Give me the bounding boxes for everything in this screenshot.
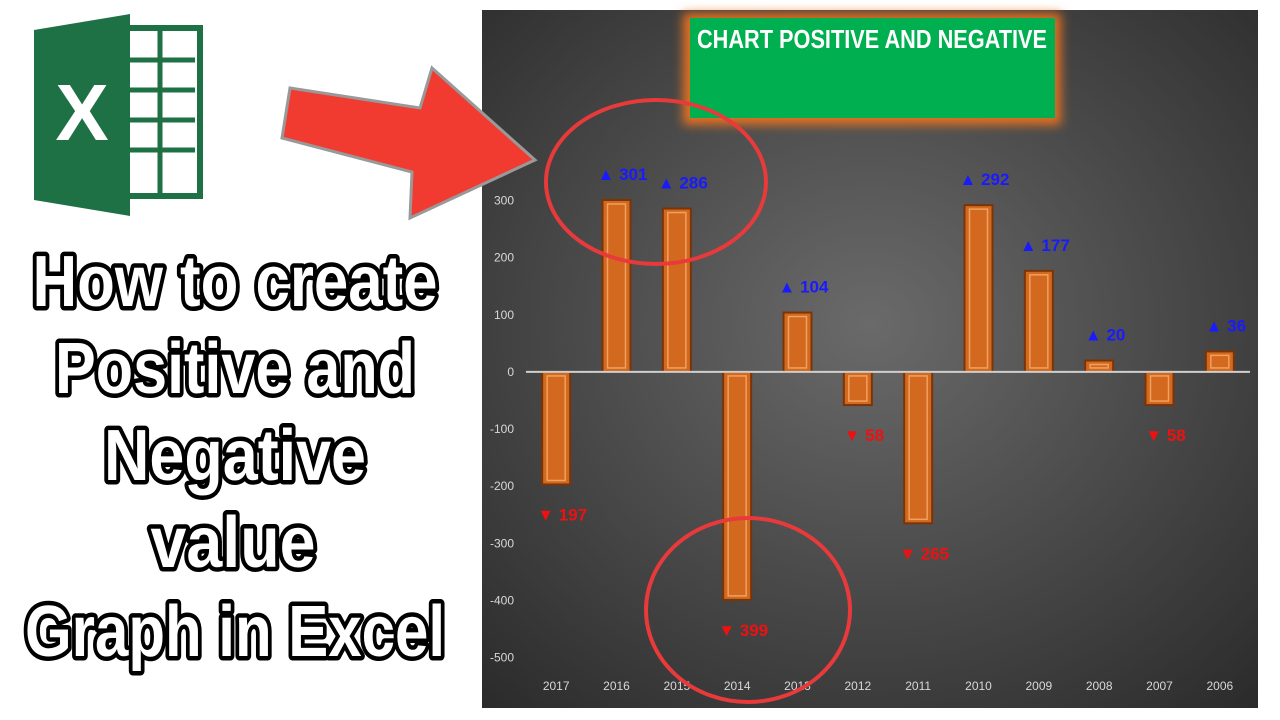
bar xyxy=(722,370,753,601)
x-tick-label: 2017 xyxy=(543,679,570,693)
bar-bevel xyxy=(968,208,989,369)
logo-letter: X xyxy=(55,68,108,157)
y-tick-label: -500 xyxy=(490,651,514,665)
title-box xyxy=(690,18,1055,118)
x-tick-label: 2014 xyxy=(724,679,751,693)
bar xyxy=(541,370,572,486)
y-tick-label: 100 xyxy=(494,308,514,322)
headline-line: Negative xyxy=(104,416,366,496)
bar-bevel xyxy=(606,203,627,369)
bar-bevel xyxy=(1210,354,1230,369)
y-tick-label: 0 xyxy=(507,365,514,379)
headline-line: Positive and xyxy=(55,329,415,409)
headline-line: How to create xyxy=(33,242,438,322)
headline-line: Graph in Excel xyxy=(25,592,445,672)
bar xyxy=(842,370,873,407)
y-tick-label: -400 xyxy=(490,593,514,607)
bar-bevel xyxy=(546,375,566,482)
bar xyxy=(601,198,632,373)
x-tick-label: 2009 xyxy=(1025,679,1052,693)
bar-bevel xyxy=(908,375,928,521)
data-label: ▼ 197 xyxy=(537,505,587,524)
headline-line: value xyxy=(151,503,316,583)
bar-bevel xyxy=(787,315,808,369)
bar-bevel xyxy=(1089,363,1109,369)
x-tick-label: 2013 xyxy=(784,679,811,693)
bar xyxy=(1204,350,1235,373)
data-label: ▲ 20 xyxy=(1085,326,1125,345)
chart-title: CHART POSITIVE AND NEGATIVE xyxy=(697,24,1047,54)
data-label: ▲ 286 xyxy=(658,174,708,193)
y-tick-label: -300 xyxy=(490,536,514,550)
bar xyxy=(1084,359,1115,373)
x-tick-label: 2008 xyxy=(1086,679,1113,693)
bar-bevel xyxy=(1029,274,1049,369)
bar-bevel xyxy=(667,211,687,369)
bar xyxy=(1023,269,1054,373)
data-label: ▼ 58 xyxy=(1145,426,1185,445)
data-label: ▲ 177 xyxy=(1020,236,1070,255)
bar xyxy=(963,204,994,373)
data-label: ▲ 301 xyxy=(598,165,648,184)
x-tick-label: 2011 xyxy=(905,679,931,693)
headline: How to create Positive and Negative valu… xyxy=(21,238,450,677)
bar-bevel xyxy=(1149,375,1170,402)
data-label: ▼ 399 xyxy=(718,621,768,640)
excel-logo: X xyxy=(34,14,203,216)
x-tick-label: 2016 xyxy=(603,679,630,693)
arrow xyxy=(280,65,538,221)
x-tick-label: 2012 xyxy=(844,679,871,693)
data-label: ▼ 58 xyxy=(844,426,884,445)
y-tick-label: -100 xyxy=(490,422,514,436)
data-label: ▼ 265 xyxy=(899,544,949,563)
bar xyxy=(782,311,813,373)
x-tick-label: 2007 xyxy=(1146,679,1173,693)
data-label: ▲ 292 xyxy=(960,170,1010,189)
y-tick-label: 200 xyxy=(494,251,514,265)
bar xyxy=(661,207,692,373)
bar xyxy=(903,370,934,525)
y-tick-label: -200 xyxy=(490,479,514,493)
data-label: ▲ 36 xyxy=(1206,316,1246,335)
bar xyxy=(1144,370,1175,407)
y-tick-label: 300 xyxy=(494,194,514,208)
data-label: ▲ 104 xyxy=(779,278,829,297)
plot: -500 -400 -300 -200 -100 0 100 200 300 2017 ▼ 197 2… xyxy=(490,165,1250,693)
bar-bevel xyxy=(727,375,747,597)
bar-bevel xyxy=(848,375,868,402)
x-tick-label: 2010 xyxy=(965,679,992,693)
highlight-circles xyxy=(544,98,852,704)
x-tick-label: 2006 xyxy=(1206,679,1233,693)
